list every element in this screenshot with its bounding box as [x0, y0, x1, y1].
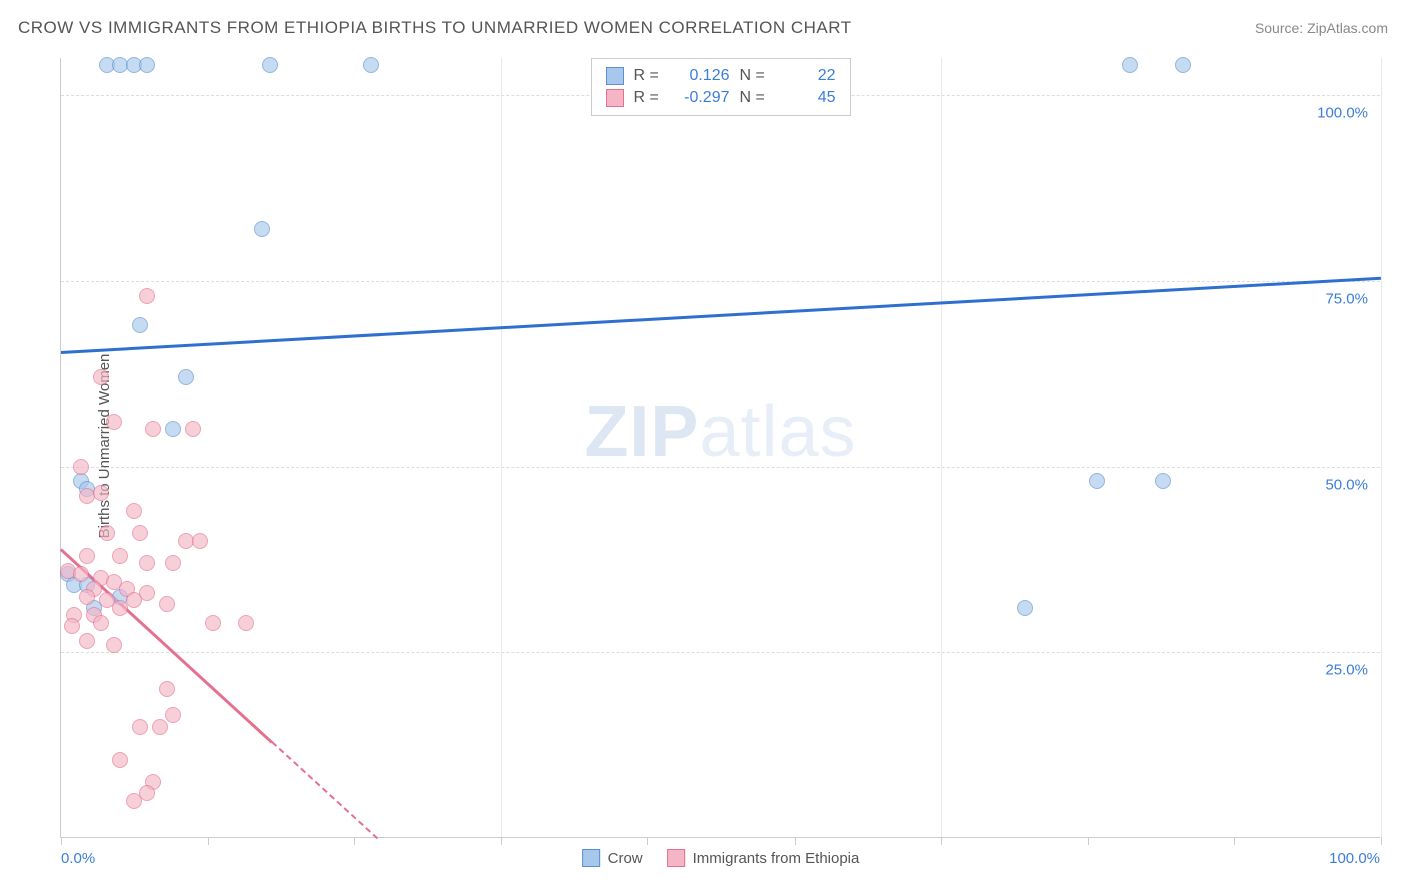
- data-point: [93, 369, 109, 385]
- legend-swatch: [606, 67, 624, 85]
- legend-row: R = 0.126 N = 22: [606, 65, 836, 87]
- data-point: [159, 596, 175, 612]
- x-tick: [208, 837, 209, 845]
- data-point: [185, 421, 201, 437]
- data-point: [1155, 473, 1171, 489]
- data-point: [165, 707, 181, 723]
- data-point: [139, 555, 155, 571]
- data-point: [112, 600, 128, 616]
- data-point: [165, 555, 181, 571]
- data-point: [1089, 473, 1105, 489]
- trend-line-extrapolated: [272, 742, 379, 840]
- data-point: [205, 615, 221, 631]
- data-point: [132, 317, 148, 333]
- y-tick-label: 100.0%: [1317, 105, 1368, 122]
- data-point: [79, 589, 95, 605]
- data-point: [93, 485, 109, 501]
- data-point: [126, 793, 142, 809]
- data-point: [139, 288, 155, 304]
- data-point: [1175, 57, 1191, 73]
- legend-label: Crow: [608, 850, 643, 867]
- data-point: [363, 57, 379, 73]
- gridline-horizontal: [61, 652, 1380, 653]
- x-tick: [1088, 837, 1089, 845]
- gridline-vertical: [941, 58, 942, 837]
- data-point: [132, 525, 148, 541]
- n-label: N =: [740, 89, 768, 107]
- data-point: [73, 459, 89, 475]
- x-tick-label: 0.0%: [61, 850, 95, 867]
- data-point: [1017, 600, 1033, 616]
- data-point: [165, 421, 181, 437]
- x-tick: [647, 837, 648, 845]
- r-value: -0.297: [672, 89, 730, 107]
- legend-swatch: [582, 849, 600, 867]
- r-value: 0.126: [672, 67, 730, 85]
- data-point: [192, 533, 208, 549]
- legend-item: Immigrants from Ethiopia: [667, 849, 860, 867]
- data-point: [79, 633, 95, 649]
- legend-item: Crow: [582, 849, 643, 867]
- chart-source: Source: ZipAtlas.com: [1255, 20, 1388, 36]
- gridline-horizontal: [61, 467, 1380, 468]
- data-point: [152, 719, 168, 735]
- r-label: R =: [634, 67, 662, 85]
- data-point: [178, 369, 194, 385]
- data-point: [112, 548, 128, 564]
- data-point: [112, 752, 128, 768]
- r-label: R =: [634, 89, 662, 107]
- x-tick: [1234, 837, 1235, 845]
- x-tick: [941, 837, 942, 845]
- data-point: [106, 414, 122, 430]
- data-point: [132, 719, 148, 735]
- legend-row: R = -0.297 N = 45: [606, 87, 836, 109]
- correlation-legend: R = 0.126 N = 22 R = -0.297 N = 45: [591, 58, 851, 116]
- y-tick-label: 25.0%: [1325, 662, 1368, 679]
- n-value: 45: [778, 89, 836, 107]
- data-point: [93, 615, 109, 631]
- data-point: [79, 548, 95, 564]
- data-point: [139, 57, 155, 73]
- scatter-chart: ZIPatlas R =0.126N =22R =-0.297N =45 Cro…: [60, 58, 1380, 838]
- data-point: [238, 615, 254, 631]
- chart-title: CROW VS IMMIGRANTS FROM ETHIOPIA BIRTHS …: [18, 18, 852, 38]
- data-point: [99, 525, 115, 541]
- gridline-horizontal: [61, 281, 1380, 282]
- data-point: [159, 681, 175, 697]
- watermark: ZIPatlas: [584, 391, 856, 473]
- y-tick-label: 75.0%: [1325, 290, 1368, 307]
- x-tick: [795, 837, 796, 845]
- legend-swatch: [667, 849, 685, 867]
- data-point: [145, 421, 161, 437]
- legend-swatch: [606, 89, 624, 107]
- n-value: 22: [778, 67, 836, 85]
- trend-line: [61, 277, 1381, 354]
- legend-label: Immigrants from Ethiopia: [693, 850, 860, 867]
- data-point: [126, 503, 142, 519]
- x-tick-label: 100.0%: [1329, 850, 1380, 867]
- n-label: N =: [740, 67, 768, 85]
- x-tick: [1381, 837, 1382, 845]
- x-tick: [61, 837, 62, 845]
- gridline-vertical: [501, 58, 502, 837]
- data-point: [64, 618, 80, 634]
- x-tick: [354, 837, 355, 845]
- data-point: [73, 566, 89, 582]
- data-point: [262, 57, 278, 73]
- y-tick-label: 50.0%: [1325, 476, 1368, 493]
- data-point: [106, 637, 122, 653]
- series-legend: Crow Immigrants from Ethiopia: [582, 849, 860, 867]
- data-point: [254, 221, 270, 237]
- data-point: [1122, 57, 1138, 73]
- gridline-vertical: [1381, 58, 1382, 837]
- chart-header: CROW VS IMMIGRANTS FROM ETHIOPIA BIRTHS …: [18, 18, 1388, 38]
- x-tick: [501, 837, 502, 845]
